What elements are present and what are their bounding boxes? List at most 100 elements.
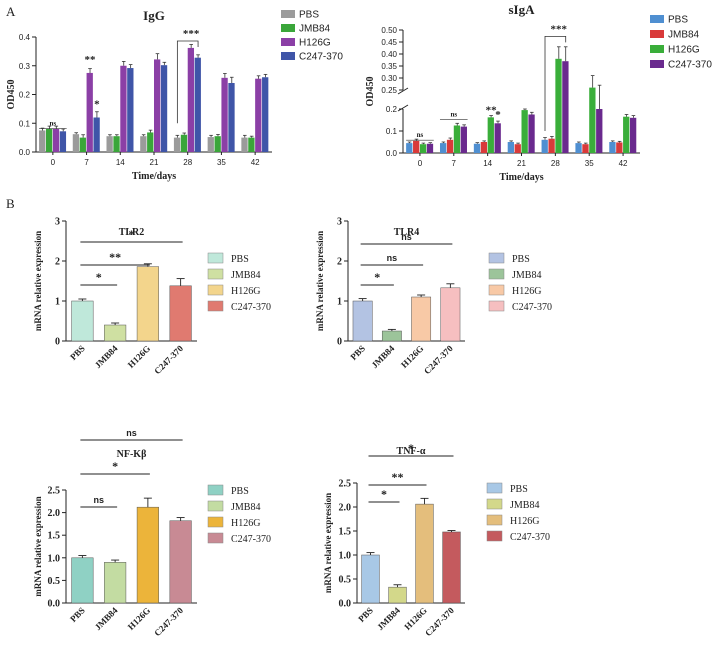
siga-bar — [521, 110, 528, 153]
tlr4-y-tick-label: 3 — [337, 217, 342, 228]
siga-legend-label: JMB84 — [668, 30, 700, 41]
tlr2-x-tick-label: C247-370 — [152, 343, 185, 376]
siga-bar — [446, 139, 454, 153]
siga-y-tick-label: 0.2 — [386, 105, 398, 114]
siga-legend-swatch — [650, 45, 664, 53]
nfkb-x-tick-label: PBS — [68, 605, 87, 624]
nfkb-legend-label: H126G — [231, 518, 260, 529]
tlr4-significance-label: ns — [387, 253, 398, 263]
igg-legend-swatch — [281, 38, 295, 46]
siga-y-label: OD450 — [365, 77, 376, 107]
siga-bar — [589, 87, 596, 153]
igg-bar — [248, 137, 255, 152]
nfkb-legend-swatch — [207, 516, 224, 528]
igg-y-label: OD450 — [6, 80, 17, 110]
igg-bar — [59, 131, 67, 152]
siga-title: sIgA — [508, 2, 535, 17]
tlr2-title: TLR2 — [119, 227, 145, 238]
tnfa-significance-label: ** — [392, 470, 404, 484]
tlr2-y-label: mRNA relative expression — [33, 231, 43, 331]
igg-x-tick-label: 28 — [183, 158, 192, 167]
igg-bar — [113, 136, 120, 152]
tlr4-bar — [381, 330, 402, 342]
nfkb-bar — [136, 506, 159, 604]
igg-x-tick-label: 7 — [84, 158, 89, 167]
siga-axis-break-mark — [397, 87, 409, 95]
siga-legend-swatch — [650, 15, 664, 23]
igg-bar — [45, 129, 53, 152]
siga-significance-label: *** — [551, 23, 568, 35]
siga-y-tick-label: 0.50 — [381, 26, 397, 35]
nfkb-legend-label: PBS — [231, 486, 249, 497]
tlr2-bar — [71, 300, 94, 342]
tlr2-legend-swatch — [207, 268, 224, 280]
tnfa-legend-swatch — [486, 482, 503, 494]
tlr2-bar — [104, 324, 127, 342]
igg-x-tick-label: 35 — [217, 158, 226, 167]
siga-bar — [439, 143, 447, 153]
tlr2-y-tick-label: 2 — [55, 257, 60, 268]
igg-bar — [120, 65, 127, 152]
siga-legend-label: C247-370 — [668, 60, 712, 71]
siga-bar — [555, 58, 562, 153]
igg-significance-bracket — [176, 40, 199, 124]
tlr2-x-tick-label: JMB84 — [93, 343, 120, 370]
nfkb-x-tick-label: JMB84 — [93, 605, 120, 632]
nfkb-y-tick-label: 0.5 — [48, 576, 61, 587]
igg-significance-label: *** — [183, 28, 200, 40]
siga-bar — [460, 126, 467, 153]
tlr4-y-tick-label: 0 — [337, 337, 342, 348]
siga-bar — [514, 144, 521, 153]
tlr2-significance-label: * — [129, 227, 135, 241]
siga-bar — [562, 61, 569, 154]
nfkb-y-tick-label: 1.5 — [48, 531, 61, 542]
nfkb-chart: NF-Kβ 0.0 0.5 1.0 1.5 2.0 2.5 mRNA relative exp… — [33, 428, 271, 638]
tlr2-y-tick-label: 3 — [55, 217, 60, 228]
tnfa-legend-swatch — [486, 498, 503, 510]
siga-y-tick-label: 0.35 — [381, 62, 397, 71]
tlr2-legend-label: C247-370 — [231, 302, 271, 313]
tlr4-legend-swatch — [488, 252, 505, 264]
tnfa-legend-swatch — [486, 530, 503, 542]
siga-bar — [541, 139, 548, 153]
siga-bar — [473, 143, 481, 153]
nfkb-significance-label: * — [112, 459, 118, 473]
tnfa-bar — [361, 554, 380, 604]
igg-bar — [86, 72, 93, 152]
igg-bar — [180, 134, 188, 152]
siga-legend-swatch — [650, 30, 664, 38]
tlr4-y-label: mRNA relative expression — [315, 231, 325, 331]
igg-x-tick-label: 42 — [251, 158, 260, 167]
siga-bar — [419, 144, 427, 153]
nfkb-bar — [71, 557, 94, 604]
tlr4-legend-swatch — [488, 300, 505, 312]
siga-y-tick-label: 0.1 — [386, 127, 398, 136]
tnfa-x-tick-label: PBS — [356, 605, 375, 624]
tnfa-significance-label: * — [408, 441, 414, 455]
tnfa-x-tick-label: JMB84 — [375, 605, 402, 632]
tlr2-significance-label: * — [96, 270, 102, 284]
nfkb-legend-swatch — [207, 484, 224, 496]
tlr2-bar — [136, 266, 159, 342]
siga-bar — [426, 143, 434, 153]
tlr4-legend-label: JMB84 — [512, 270, 541, 281]
tnfa-x-tick-label: C247-370 — [423, 605, 456, 638]
tnfa-legend-label: C247-370 — [510, 532, 550, 543]
igg-x-label: Time/days — [132, 171, 176, 182]
tnfa-y-tick-label: 0.0 — [339, 599, 352, 610]
igg-bar — [140, 136, 147, 152]
tlr2-y-tick-label: 1 — [55, 297, 60, 308]
tlr4-significance-label: * — [374, 270, 380, 284]
siga-legend-swatch — [650, 60, 664, 68]
tlr4-legend-label: PBS — [512, 254, 530, 265]
igg-bar — [194, 57, 201, 153]
tlr2-significance-label: ** — [109, 250, 121, 264]
igg-bar — [72, 134, 80, 152]
nfkb-legend-label: JMB84 — [231, 502, 260, 513]
tnfa-bar — [442, 531, 461, 604]
siga-y-tick-label: 0.0 — [386, 149, 398, 158]
igg-title: IgG — [143, 8, 165, 23]
tlr2-legend-label: PBS — [231, 254, 249, 265]
igg-bar — [214, 136, 221, 152]
